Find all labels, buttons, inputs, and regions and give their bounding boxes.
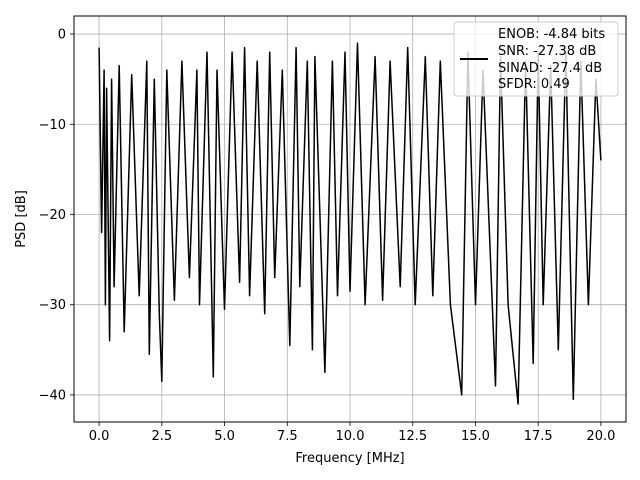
x-axis-label: Frequency [MHz] [295,451,404,466]
x-axis: 0.0 2.5 5.0 7.5 10.0 12.5 15.0 17.5 20.0 [89,422,615,444]
x-tick-label: 0.0 [89,429,110,444]
legend-entry-snr: SNR: -27.38 dB [498,44,596,59]
y-tick-label: −40 [39,388,66,403]
x-tick-label: 5.0 [214,429,235,444]
x-tick-label: 7.5 [277,429,298,444]
x-tick-label: 17.5 [524,429,553,444]
y-tick-label: 0 [58,28,66,43]
legend-box [453,21,619,97]
psd-series-line [98,42,602,405]
legend-entry-sfdr: SFDR: 0.49 [498,77,570,92]
y-tick-label: −30 [39,298,66,313]
x-tick-label: 12.5 [398,429,427,444]
x-tick-label: 2.5 [151,429,172,444]
y-tick-label: −20 [39,208,66,223]
series-group [98,42,602,405]
legend-entry-enob: ENOB: -4.84 bits [498,27,605,42]
y-axis-label: PSD [dB] [14,190,29,248]
x-tick-label: 20.0 [586,429,615,444]
y-axis: 0 −10 −20 −30 −40 [39,28,74,403]
y-tick-label: −10 [39,118,66,133]
x-tick-label: 10.0 [336,429,365,444]
legend-entry-sinad: SINAD: -27.4 dB [498,61,602,76]
x-tick-label: 15.0 [461,429,490,444]
legend: ENOB: -4.84 bits SNR: -27.38 dB SINAD: -… [453,21,619,97]
